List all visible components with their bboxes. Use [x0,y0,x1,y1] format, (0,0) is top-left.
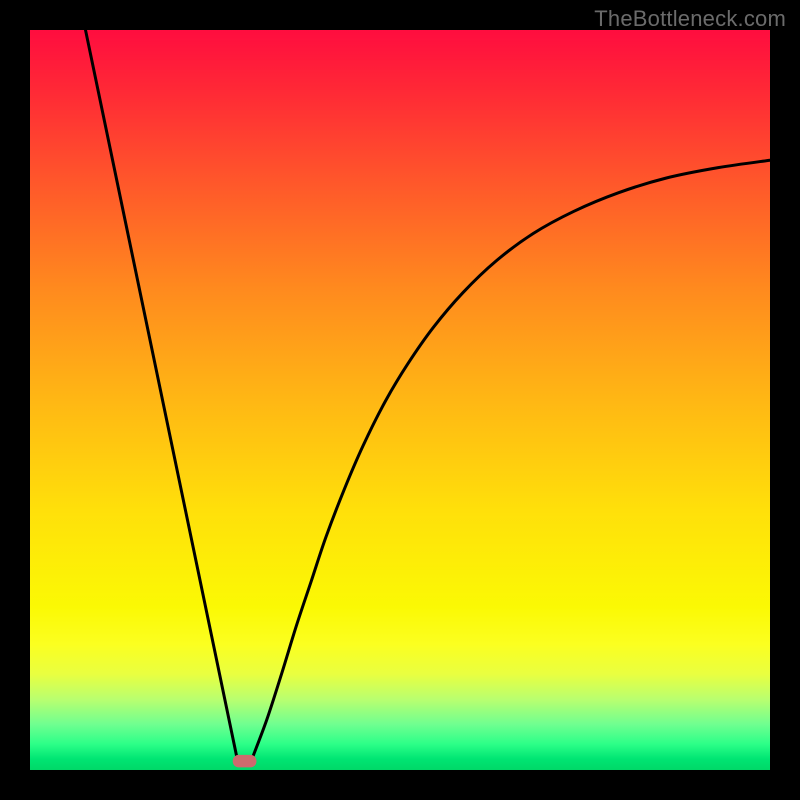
watermark-text: TheBottleneck.com [594,6,786,32]
minimum-marker [233,755,257,768]
chart-frame: TheBottleneck.com [0,0,800,800]
bottleneck-curve-chart [0,0,800,800]
plot-background [30,30,770,770]
